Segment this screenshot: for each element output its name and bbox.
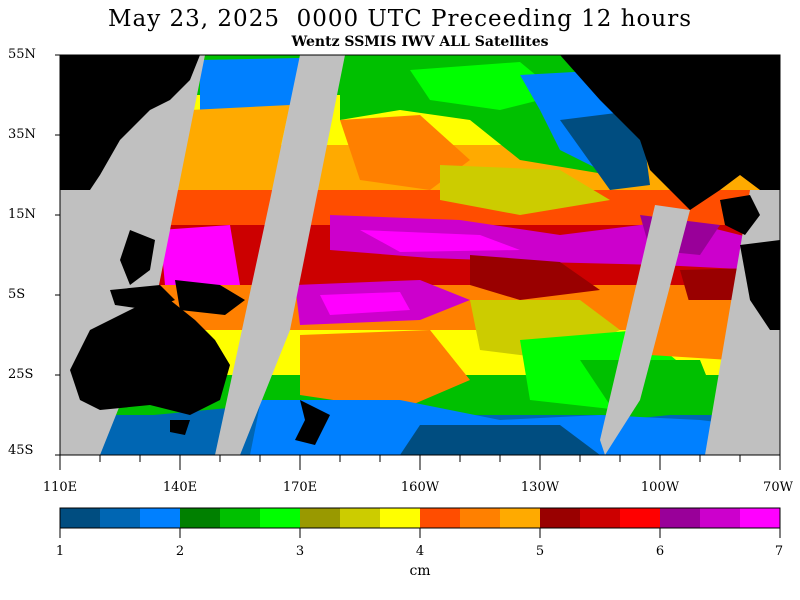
lat-label-25s: 25S — [8, 367, 34, 382]
lat-label-45s: 45S — [8, 443, 34, 458]
lon-label-140e: 140E — [162, 480, 198, 495]
lat-ticks — [55, 54, 60, 456]
colorbar-swatch — [140, 508, 181, 528]
colorbar-swatch — [100, 508, 141, 528]
lon-label-70w: 70W — [763, 480, 793, 495]
colorbar-swatch — [620, 508, 661, 528]
lon-ticks — [59, 455, 781, 470]
lat-label-55n: 55N — [8, 47, 36, 62]
colorbar-label-5: 5 — [535, 544, 545, 559]
lat-label-35n: 35N — [8, 127, 36, 142]
colorbar-swatch — [340, 508, 381, 528]
colorbar-swatch — [660, 508, 701, 528]
colorbar-swatch — [180, 508, 221, 528]
colorbar-label-7: 7 — [774, 544, 784, 559]
colorbar-swatch — [300, 508, 341, 528]
map-field — [60, 55, 780, 455]
map-subtitle: Wentz SSMIS IWV ALL Satellites — [291, 34, 549, 50]
colorbar-swatch — [260, 508, 301, 528]
colorbar-swatch — [60, 508, 101, 528]
map-title: May 23, 2025 0000 UTC Preceeding 12 hour… — [107, 6, 693, 32]
colorbar-label-2: 2 — [175, 544, 185, 559]
colorbar-label-1: 1 — [55, 544, 65, 559]
colorbar — [59, 507, 781, 529]
colorbar-label-4: 4 — [415, 544, 425, 559]
colorbar-unit: cm — [409, 563, 431, 579]
colorbar-swatch — [740, 508, 781, 528]
lon-label-160w: 160W — [400, 480, 440, 495]
colorbar-label-3: 3 — [295, 544, 305, 559]
colorbar-swatch — [460, 508, 501, 528]
lat-label-15n: 15N — [8, 207, 36, 222]
colorbar-swatch — [220, 508, 261, 528]
colorbar-swatch — [420, 508, 461, 528]
lon-label-130w: 130W — [520, 480, 560, 495]
lon-label-100w: 100W — [640, 480, 680, 495]
colorbar-label-6: 6 — [655, 544, 665, 559]
colorbar-swatch — [500, 508, 541, 528]
colorbar-swatch — [380, 508, 421, 528]
lat-label-5s: 5S — [8, 287, 26, 302]
colorbar-swatch — [580, 508, 621, 528]
colorbar-ticks — [59, 528, 781, 538]
lon-label-110e: 110E — [42, 480, 78, 495]
colorbar-swatch — [700, 508, 741, 528]
colorbar-swatch — [540, 508, 581, 528]
lon-label-170e: 170E — [282, 480, 318, 495]
